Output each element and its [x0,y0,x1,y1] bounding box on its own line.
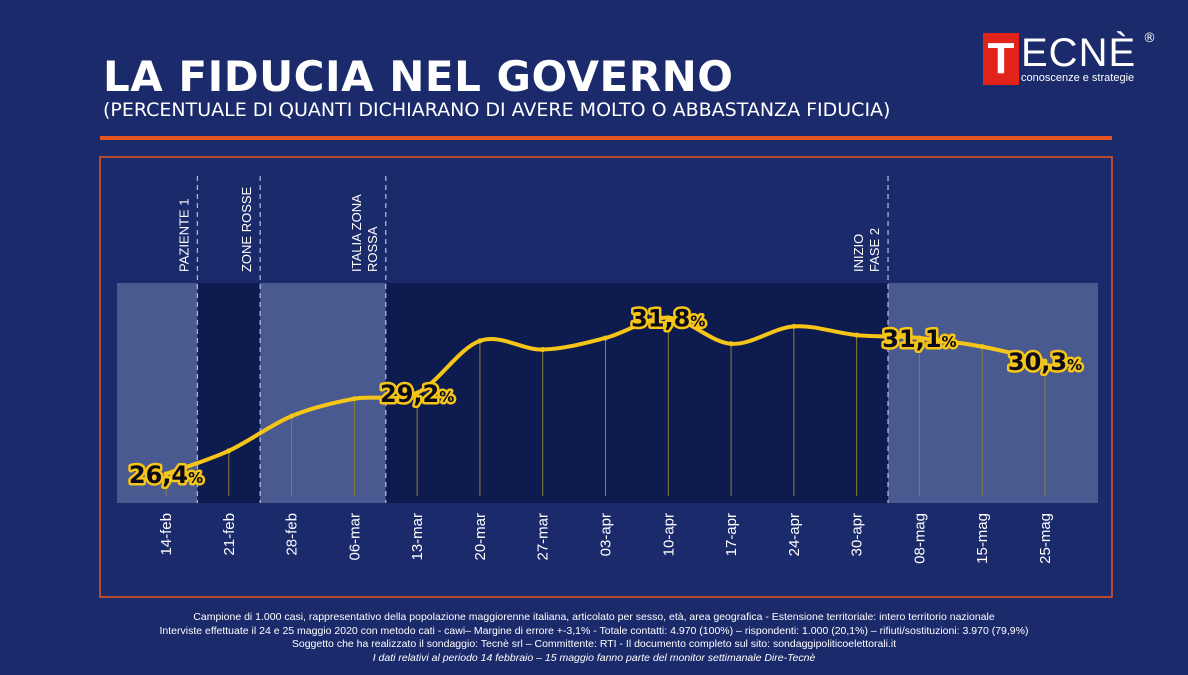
page-subtitle: (PERCENTUALE DI QUANTI DICHIARANO DI AVE… [103,99,891,121]
data-label-value-0: 26,4 [129,461,188,489]
title-underline [100,136,1112,140]
x-tick-label-8: 10-apr [660,513,677,556]
data-point-4 [414,390,420,396]
data-point-5 [477,338,483,344]
data-label-12: 31,1% [882,325,956,353]
data-label-unit-12: % [942,333,957,351]
x-tick-label-11: 30-apr [849,513,866,556]
data-point-7 [603,335,608,341]
data-label-unit-4: % [439,388,454,406]
data-point-10 [791,323,797,329]
x-tick-label-7: 03-apr [598,513,615,556]
x-tick-label-6: 27-mar [535,513,552,561]
data-point-11 [854,332,860,338]
event-label-1-0: ZONE ROSSE [239,186,254,272]
page-title: LA FIDUCIA NEL GOVERNO [103,52,734,101]
data-label-value-4: 29,2 [380,380,439,408]
footer-line-2: Interviste effettuate il 24 e 25 maggio … [159,624,1029,637]
event-label-3-0: INIZIO [851,234,866,272]
data-point-6 [540,347,546,353]
data-label-unit-14: % [1067,356,1082,374]
chart-frame [99,156,1113,598]
event-label-0-0: PAZIENTE 1 [176,199,191,272]
data-point-0 [163,471,169,477]
x-tick-label-1: 21-feb [221,513,238,556]
x-tick-label-10: 24-apr [786,513,803,556]
data-label-value-12: 31,1 [882,325,941,353]
x-tick-label-14: 25-mag [1037,513,1054,564]
x-tick-label-3: 06-mar [346,513,363,561]
period-panel-zone-rosse [260,283,386,503]
logo-tagline: conoscenze e strategie [1021,72,1135,84]
event-label-3-1: FASE 2 [867,228,882,272]
data-point-9 [728,341,734,347]
data-label-unit-8: % [690,313,705,331]
x-tick-label-4: 13-mar [409,513,426,561]
x-tick-label-2: 28-feb [284,513,301,556]
x-tick-label-13: 15-mag [974,513,991,564]
data-point-14 [1042,358,1048,364]
x-tick-label-12: 08-mag [911,513,928,564]
logo-word: ECNÈ [1021,31,1137,75]
data-label-value-8: 31,8 [631,305,690,333]
period-panel-lockdown [385,283,889,503]
data-label-4: 29,2% [380,380,454,408]
event-label-2-0: ITALIA ZONA [349,194,364,272]
data-label-8: 31,8% [631,305,705,333]
data-point-8 [665,315,671,321]
data-point-2 [289,413,295,419]
data-label-value-14: 30,3 [1008,348,1067,376]
footer-line-3: Soggetto che ha realizzato il sondaggio:… [291,638,897,650]
x-tick-label-9: 17-apr [723,513,740,556]
logo-letter-box: T [983,33,1019,85]
event-label-2-1: ROSSA [365,226,380,272]
footer-notes: Campione di 1.000 casi, rappresentativo … [0,611,1188,665]
data-point-1 [226,448,232,454]
data-label-0: 26,4% [129,461,203,489]
data-point-12 [916,335,922,341]
data-label-14: 30,3% [1008,348,1082,376]
period-panel-fase2 [888,283,1098,503]
footer-line-4: I dati relativi al periodo 14 febbraio –… [372,651,816,664]
data-point-13 [979,344,985,350]
tecne-logo: T ECNÈ ® conoscenze e strategie [983,31,1163,91]
footer-line-1: Campione di 1.000 casi, rappresentativo … [193,611,995,623]
data-point-3 [351,396,357,402]
logo-registered: ® [1143,31,1156,46]
series-line [164,315,1047,476]
x-tick-label-5: 20-mar [472,513,489,561]
x-tick-label-0: 14-feb [158,513,175,556]
data-label-unit-0: % [188,469,203,487]
